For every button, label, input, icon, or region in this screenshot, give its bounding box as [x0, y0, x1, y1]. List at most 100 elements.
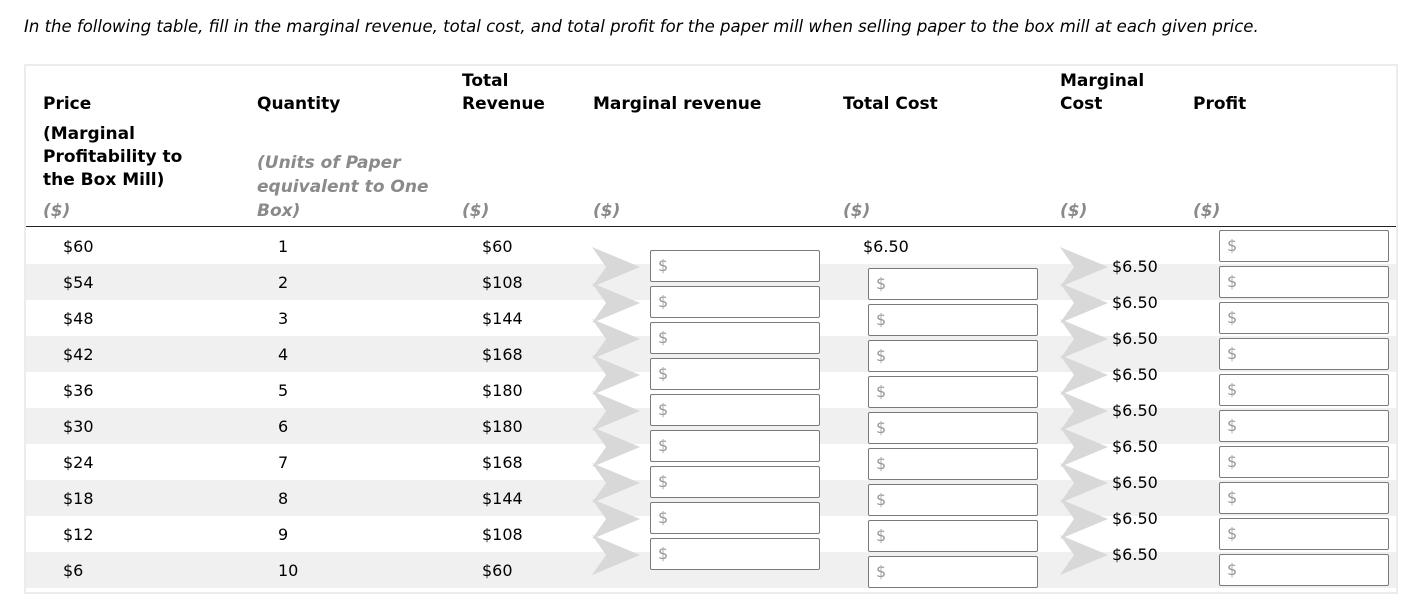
total-cost-input-7-box: $: [868, 448, 1038, 480]
marginal-revenue-input-4[interactable]: [671, 359, 817, 389]
total-cost-input-8[interactable]: [889, 485, 1035, 515]
total-revenue-cell: $180: [482, 381, 523, 400]
dollar-sign: $: [876, 562, 887, 581]
marginal-revenue-input-1[interactable]: [671, 251, 817, 281]
total-cost-input-2[interactable]: [889, 269, 1035, 299]
quantity-cell: 2: [278, 273, 289, 292]
total-cost-input-2-box: $: [868, 268, 1038, 300]
profit-input-4[interactable]: [1240, 339, 1386, 369]
profit-input-1[interactable]: [1240, 231, 1386, 261]
profit-input-9[interactable]: [1240, 519, 1386, 549]
header-marginal-cost: Marginal Cost: [1060, 71, 1145, 114]
dollar-sign: $: [1227, 380, 1238, 399]
total-revenue-cell: $108: [482, 525, 523, 544]
bracket-arrow-icon: [592, 427, 640, 467]
bracket-arrow-icon: [592, 247, 640, 287]
unit-total-revenue: ($): [462, 201, 490, 221]
dollar-sign: $: [658, 328, 669, 347]
marginal-revenue-input-5[interactable]: [671, 395, 817, 425]
price-cell: $6: [63, 561, 84, 580]
marginal-revenue-input-8[interactable]: [671, 503, 817, 533]
profit-input-5[interactable]: [1240, 375, 1386, 405]
profit-input-7-box: $: [1219, 446, 1389, 478]
profit-input-6[interactable]: [1240, 411, 1386, 441]
header-quantity-sub: (Units of Paper equivalent to One Box): [257, 153, 429, 221]
total-cost-input-10-box: $: [868, 556, 1038, 588]
marginal-revenue-input-7[interactable]: [671, 467, 817, 497]
dollar-sign: $: [876, 310, 887, 329]
unit-marginal-cost: ($): [1060, 201, 1088, 221]
quantity-cell: 6: [278, 417, 289, 436]
quantity-cell: 3: [278, 309, 289, 328]
unit-profit: ($): [1193, 201, 1221, 221]
total-revenue-cell: $108: [482, 273, 523, 292]
marginal-revenue-input-3[interactable]: [671, 323, 817, 353]
dollar-sign: $: [1227, 272, 1238, 291]
profit-input-6-box: $: [1219, 410, 1389, 442]
total-revenue-cell: $60: [482, 561, 513, 580]
marginal-revenue-input-2[interactable]: [671, 287, 817, 317]
dollar-sign: $: [658, 364, 669, 383]
header-marginal-revenue: Marginal revenue: [593, 94, 762, 114]
bracket-arrow-icon: [592, 319, 640, 359]
total-cost-input-4[interactable]: [889, 341, 1035, 371]
marginal-cost-cell: $6.50: [1112, 473, 1158, 492]
marginal-revenue-input-2-box: $: [650, 286, 820, 318]
price-cell: $54: [63, 273, 94, 292]
marginal-cost-cell: $6.50: [1112, 365, 1158, 384]
total-cost-input-5-box: $: [868, 376, 1038, 408]
bracket-arrow-icon: [1060, 283, 1108, 323]
dollar-sign: $: [658, 400, 669, 419]
quantity-cell: 8: [278, 489, 289, 508]
total-cost-input-3[interactable]: [889, 305, 1035, 335]
bracket-arrow-icon: [1060, 463, 1108, 503]
marginal-revenue-input-9-box: $: [650, 538, 820, 570]
total-revenue-cell: $144: [482, 309, 523, 328]
total-cost-input-7[interactable]: [889, 449, 1035, 479]
price-cell: $60: [63, 237, 94, 256]
total-cost-input-4-box: $: [868, 340, 1038, 372]
profit-input-2[interactable]: [1240, 267, 1386, 297]
price-cell: $18: [63, 489, 94, 508]
total-cost-input-10[interactable]: [889, 557, 1035, 587]
total-cost-input-5[interactable]: [889, 377, 1035, 407]
price-cell: $30: [63, 417, 94, 436]
total-cost-cell: $6.50: [863, 237, 909, 256]
dollar-sign: $: [1227, 416, 1238, 435]
quantity-cell: 4: [278, 345, 289, 364]
total-cost-input-8-box: $: [868, 484, 1038, 516]
dollar-sign: $: [1227, 308, 1238, 327]
marginal-cost-cell: $6.50: [1112, 329, 1158, 348]
total-revenue-cell: $144: [482, 489, 523, 508]
bracket-arrow-icon: [592, 355, 640, 395]
quantity-cell: 5: [278, 381, 289, 400]
profit-input-10[interactable]: [1240, 555, 1386, 585]
price-cell: $42: [63, 345, 94, 364]
marginal-revenue-input-9[interactable]: [671, 539, 817, 569]
profit-input-3[interactable]: [1240, 303, 1386, 333]
profit-input-8[interactable]: [1240, 483, 1386, 513]
profit-input-1-box: $: [1219, 230, 1389, 262]
profit-input-8-box: $: [1219, 482, 1389, 514]
dollar-sign: $: [658, 508, 669, 527]
dollar-sign: $: [876, 490, 887, 509]
marginal-cost-cell: $6.50: [1112, 437, 1158, 456]
total-cost-input-6[interactable]: [889, 413, 1035, 443]
profit-input-10-box: $: [1219, 554, 1389, 586]
marginal-revenue-input-6[interactable]: [671, 431, 817, 461]
unit-price: ($): [43, 201, 71, 221]
total-cost-input-9[interactable]: [889, 521, 1035, 551]
header-quantity: Quantity: [257, 94, 341, 114]
marginal-revenue-input-8-box: $: [650, 502, 820, 534]
header-total-cost: Total Cost: [843, 94, 938, 114]
dollar-sign: $: [658, 292, 669, 311]
bracket-arrow-icon: [1060, 499, 1108, 539]
bracket-arrow-icon: [592, 463, 640, 503]
marginal-revenue-input-7-box: $: [650, 466, 820, 498]
marginal-cost-cell: $6.50: [1112, 509, 1158, 528]
bracket-arrow-icon: [1060, 247, 1108, 287]
dollar-sign: $: [658, 544, 669, 563]
marginal-revenue-input-1-box: $: [650, 250, 820, 282]
bracket-arrow-icon: [592, 391, 640, 431]
profit-input-7[interactable]: [1240, 447, 1386, 477]
